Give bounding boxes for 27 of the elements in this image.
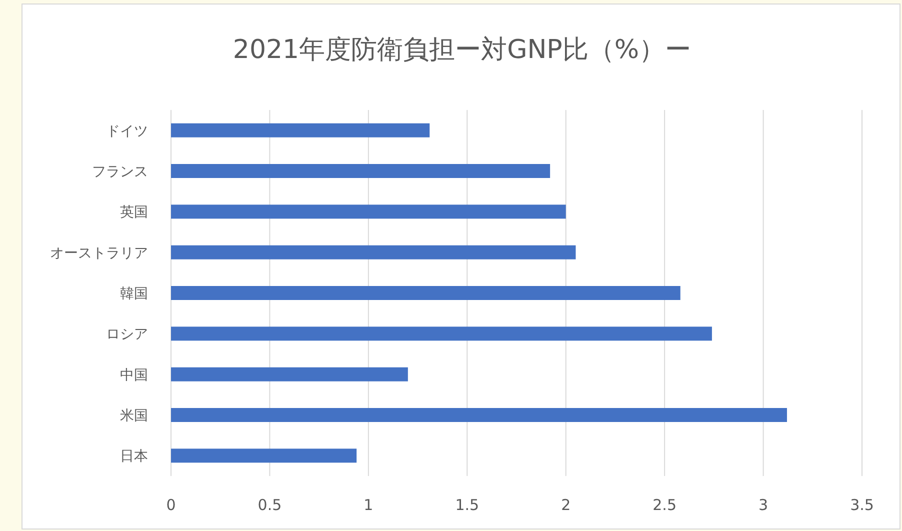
y-tick-label: 韓国: [120, 286, 148, 302]
chart-title: 2021年度防衛負担ー対GNP比（%）ー: [232, 35, 692, 65]
bar: [171, 123, 430, 138]
bar: [171, 245, 576, 260]
bar: [171, 408, 787, 422]
y-tick-label: 米国: [120, 408, 148, 424]
x-tick-label: 0.5: [258, 496, 282, 514]
x-tick-label: 1: [364, 496, 374, 514]
bar: [171, 204, 566, 219]
x-tick-label: 2: [561, 496, 571, 514]
y-tick-label: 中国: [120, 367, 148, 384]
bar: [171, 164, 550, 178]
x-tick-label: 0: [166, 496, 176, 514]
x-tick-label: 3.5: [850, 496, 874, 514]
x-tick-label: 2.5: [652, 496, 676, 514]
y-tick-label: フランス: [92, 164, 148, 180]
y-tick-label: 日本: [120, 448, 148, 465]
y-tick-label: 英国: [120, 204, 148, 221]
x-tick-label: 1.5: [455, 496, 480, 514]
bar: [171, 367, 408, 382]
bar: [171, 448, 357, 463]
x-tick-label: 3: [758, 496, 768, 514]
bar: [171, 286, 680, 300]
y-tick-label: ドイツ: [106, 123, 148, 140]
y-tick-label: オーストラリア: [50, 245, 148, 262]
y-tick-label: ロシア: [106, 326, 148, 343]
bar: [171, 326, 712, 341]
